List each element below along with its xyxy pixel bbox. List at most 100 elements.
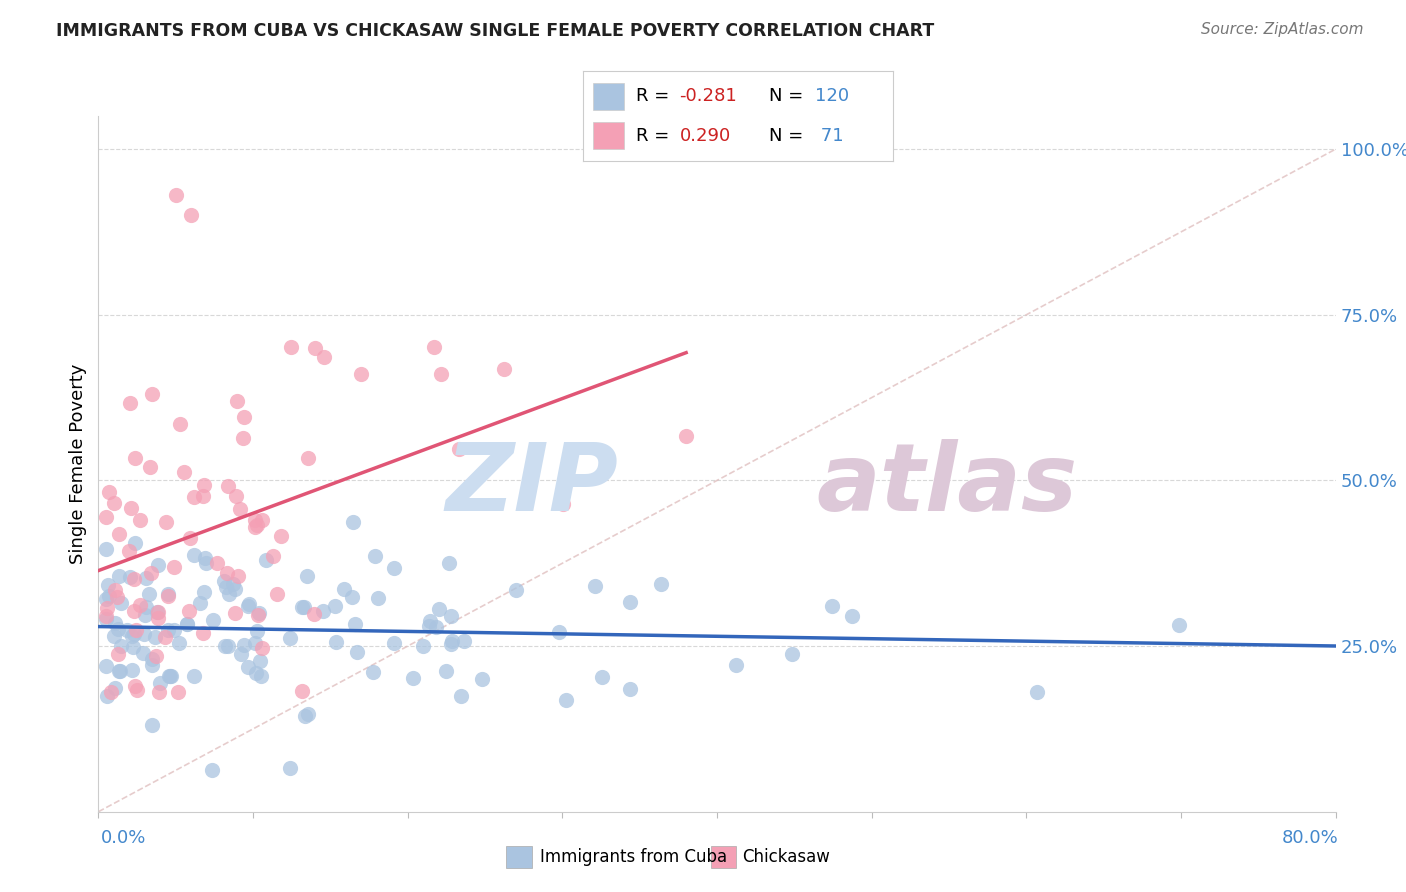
Point xyxy=(382,636,405,650)
Point xyxy=(100,685,122,699)
Point xyxy=(245,513,267,527)
Point xyxy=(233,409,256,424)
Point xyxy=(266,587,288,601)
Point xyxy=(118,570,141,584)
Point xyxy=(194,551,217,566)
Point xyxy=(141,387,163,401)
Point xyxy=(180,208,202,222)
Point xyxy=(103,629,125,643)
Point xyxy=(97,578,120,592)
Point xyxy=(96,609,118,624)
Point xyxy=(160,668,183,682)
Point xyxy=(214,639,236,653)
Text: 120: 120 xyxy=(815,87,849,105)
Text: N =: N = xyxy=(769,127,808,145)
Point xyxy=(193,585,215,599)
Text: atlas: atlas xyxy=(815,439,1077,531)
Point xyxy=(224,582,246,596)
Point xyxy=(547,625,569,640)
Point xyxy=(163,623,186,637)
Point xyxy=(96,612,118,626)
Point xyxy=(447,442,470,457)
Point xyxy=(107,648,129,662)
Point xyxy=(254,552,277,566)
Point xyxy=(225,489,247,503)
Point xyxy=(471,672,494,686)
Point xyxy=(157,624,180,638)
Point xyxy=(195,556,218,570)
Point xyxy=(419,614,441,628)
Point xyxy=(215,580,238,594)
Point xyxy=(96,592,118,607)
Text: 80.0%: 80.0% xyxy=(1282,829,1339,847)
Point xyxy=(292,600,315,615)
Point xyxy=(201,613,224,627)
Point xyxy=(124,450,146,465)
Point xyxy=(121,629,143,643)
Point xyxy=(427,602,450,616)
Point xyxy=(304,341,326,355)
Point xyxy=(350,368,373,382)
Text: ZIP: ZIP xyxy=(446,439,619,531)
Bar xyxy=(593,83,624,110)
Point xyxy=(107,664,129,678)
Point xyxy=(98,485,121,500)
Point xyxy=(96,689,118,703)
Point xyxy=(294,708,316,723)
Point xyxy=(104,616,127,631)
Point xyxy=(323,599,346,614)
Point xyxy=(134,627,156,641)
Point xyxy=(363,549,385,563)
Point xyxy=(675,429,697,443)
Point xyxy=(110,596,132,610)
Point xyxy=(191,489,214,503)
Point xyxy=(138,586,160,600)
Point xyxy=(217,478,239,492)
Point xyxy=(247,606,270,620)
Point xyxy=(312,603,335,617)
Point xyxy=(103,583,125,598)
Point xyxy=(246,624,269,639)
Point xyxy=(103,496,125,510)
Point xyxy=(263,549,285,563)
Point xyxy=(124,679,146,693)
Point xyxy=(118,543,141,558)
Point xyxy=(121,663,143,677)
Point xyxy=(134,607,156,622)
Point xyxy=(724,658,747,673)
Point xyxy=(250,513,273,527)
Point xyxy=(450,690,472,704)
Point xyxy=(146,606,169,620)
Point xyxy=(148,685,170,699)
Point xyxy=(278,761,301,775)
Point xyxy=(434,664,457,678)
Point xyxy=(440,608,463,623)
Point xyxy=(176,617,198,632)
Point xyxy=(229,648,252,662)
Point xyxy=(173,465,195,479)
Point xyxy=(440,637,463,651)
Point xyxy=(141,657,163,672)
Point xyxy=(97,590,120,604)
Point xyxy=(145,649,167,664)
Point xyxy=(492,361,515,376)
Text: -0.281: -0.281 xyxy=(679,87,737,105)
Point xyxy=(249,654,271,668)
Point xyxy=(169,636,191,650)
Point xyxy=(120,501,142,516)
Point xyxy=(110,664,132,678)
Point xyxy=(157,590,180,604)
Point xyxy=(290,684,312,698)
Text: 0.290: 0.290 xyxy=(679,127,731,145)
Point xyxy=(110,639,132,653)
Point xyxy=(141,651,163,665)
Point xyxy=(250,640,273,655)
Point xyxy=(224,607,246,621)
Point xyxy=(183,548,205,562)
Point xyxy=(167,685,190,699)
Point xyxy=(132,646,155,660)
Point xyxy=(401,671,423,685)
Point xyxy=(217,639,239,653)
Point xyxy=(176,616,198,631)
Point xyxy=(619,681,641,696)
